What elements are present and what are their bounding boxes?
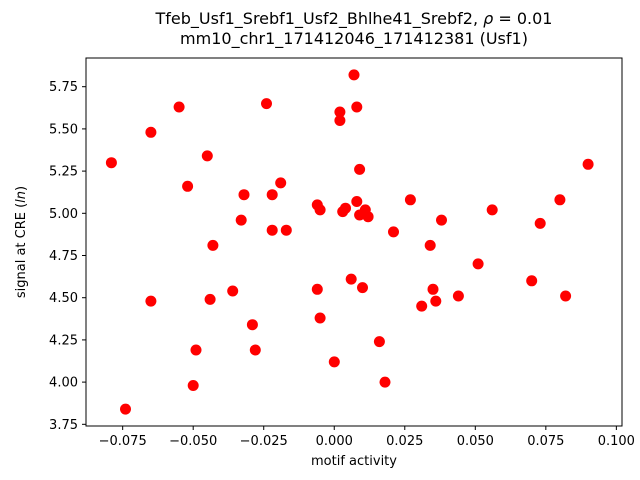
scatter-point [227,285,239,297]
x-tick-label: 0.075 [527,434,564,449]
plot-subtitle: mm10_chr1_171412046_171412381 (Usf1) [180,29,528,49]
x-tick-label: 0.100 [598,434,635,449]
scatter-point [486,204,498,216]
x-tick-label: 0.050 [457,434,494,449]
scatter-point [427,283,439,295]
plot-title-prefix: Tfeb_Usf1_Srebf1_Usf2_Bhlhe41_Srebf2, [155,9,484,29]
scatter-point [424,239,436,251]
scatter-point [452,290,464,302]
y-axis-label-italic: ln [14,191,29,203]
scatter-point [554,194,566,206]
scatter-point [357,282,368,294]
y-tick-label: 3.75 [49,418,78,433]
scatter-point [238,189,250,201]
y-axis-label-suffix: ) [14,186,29,191]
scatter-point [582,158,594,170]
scatter-point [249,344,261,356]
scatter-point [404,194,416,206]
scatter-point [345,273,357,285]
x-tick-label: −0.075 [99,434,147,449]
scatter-point [266,189,278,201]
scatter-point [235,214,247,226]
scatter-points [105,69,594,415]
scatter-point [348,69,360,81]
scatter-point [526,275,538,287]
scatter-point [187,380,199,391]
x-axis-ticks: −0.075 −0.050 −0.025 0.000 0.025 0.050 0.075 0.… [99,426,635,449]
scatter-point [351,196,363,207]
scatter-point [173,101,185,113]
scatter-point [328,356,340,368]
scatter-point [280,224,292,236]
scatter-point [314,312,326,324]
y-tick-label: 4.00 [49,376,78,391]
plot-title-rho: ρ [483,9,493,28]
scatter-point [354,163,366,175]
x-axis-label: motif activity [311,454,397,469]
scatter-point [190,344,202,356]
scatter-point [246,319,258,331]
y-tick-label: 5.00 [49,207,78,222]
scatter-point [207,239,219,251]
scatter-point [416,300,428,312]
x-tick-label: 0.000 [316,434,353,449]
y-tick-label: 4.25 [49,333,78,348]
y-axis-label-prefix: signal at CRE ( [14,203,29,298]
plot-title: Tfeb_Usf1_Srebf1_Usf2_Bhlhe41_Srebf2, ρ … [155,9,553,29]
scatter-point [334,106,346,118]
x-tick-label: −0.025 [240,434,288,449]
scatter-point [379,376,391,388]
y-tick-label: 4.75 [49,249,78,264]
plot-title-suffix: = 0.01 [493,9,552,28]
scatter-point [314,204,326,216]
scatter-point [351,101,363,113]
scatter-point [120,403,131,415]
scatter-point [436,214,447,226]
scatter-point [334,115,346,126]
scatter-point [430,295,442,307]
scatter-point [388,226,399,238]
scatter-point [145,126,157,138]
y-axis-ticks: 3.75 4.00 4.25 4.50 4.75 5.00 5.25 5.50 5.75 [49,80,86,433]
scatter-point [261,98,272,110]
scatter-point [201,150,213,162]
scatter-point [145,295,157,307]
y-tick-label: 5.75 [49,80,78,95]
scatter-point [362,211,374,223]
scatter-point [204,293,216,305]
scatter-point [266,224,278,236]
scatter-point [340,202,351,214]
y-tick-label: 5.50 [49,122,78,137]
x-tick-label: −0.050 [169,434,217,449]
scatter-point [275,177,287,189]
y-tick-label: 5.25 [49,165,78,180]
axes-spines [85,57,623,427]
scatter-point [182,180,194,192]
scatter-point [534,217,546,229]
y-tick-label: 4.50 [49,291,78,306]
scatter-point [373,336,385,348]
scatter-point [311,283,323,295]
y-axis-label: signal at CRE (ln) [14,186,29,298]
scatter-point [105,157,117,169]
scatter-point [560,290,572,302]
x-tick-label: 0.025 [386,434,423,449]
scatter-point [472,258,484,270]
